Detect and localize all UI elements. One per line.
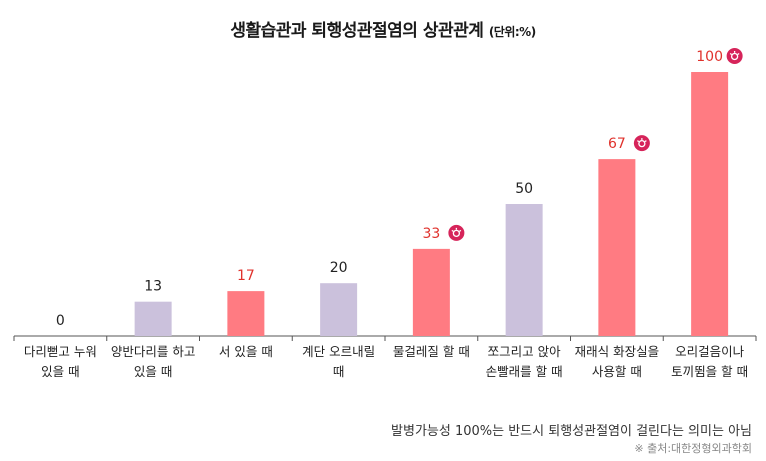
x-tick-label: 양반다리를 하고: [111, 344, 195, 359]
chart-title-text: 생활습관과 퇴행성관절염의 상관관계: [230, 21, 484, 41]
chart-title: 생활습관과 퇴행성관절염의 상관관계 (단위:%): [0, 16, 766, 41]
bar: [691, 72, 729, 336]
data-label: 33: [422, 226, 440, 242]
warning-marker-icon-inner: [638, 139, 646, 148]
data-label: 17: [237, 268, 255, 284]
warning-marker-icon-inner: [452, 229, 461, 238]
bar: [505, 204, 543, 336]
x-tick-label: 있을 때: [41, 364, 79, 379]
chart-unit: (단위:%): [488, 25, 536, 39]
data-label: 100: [696, 49, 723, 65]
bar: [598, 159, 636, 336]
x-tick-label: 물걸레질 할 때: [393, 344, 470, 359]
data-label: 20: [330, 260, 348, 276]
bar: [134, 301, 172, 336]
warning-marker-icon-ray: [451, 229, 454, 232]
warning-marker-icon-inner: [730, 52, 739, 61]
x-tick-label: 있을 때: [134, 364, 172, 379]
footnote: 발병가능성 100%는 반드시 퇴행성관절염이 걸린다는 의미는 아님: [391, 424, 752, 439]
x-tick-label: 토끼뜀을 할 때: [671, 364, 748, 379]
x-tick-label: 때: [333, 364, 345, 379]
data-label: 50: [515, 181, 533, 197]
bar: [320, 283, 358, 336]
data-label: 67: [608, 136, 626, 152]
x-tick-label: 재래식 화장실을: [575, 344, 659, 359]
warning-marker-icon: [726, 48, 743, 64]
warning-marker-icon: [633, 135, 650, 152]
data-label: 0: [56, 313, 65, 329]
data-label: 13: [144, 279, 162, 295]
x-tick-label: 손빨래를 할 때: [486, 364, 563, 379]
warning-marker-icon-ray: [729, 52, 732, 56]
x-tick-label: 다리뻗고 누워: [24, 344, 97, 359]
x-tick-label: 사용할 때: [592, 364, 642, 379]
warning-marker-icon-ray: [459, 229, 462, 232]
warning-marker-icon-ray: [737, 52, 740, 56]
bar: [227, 291, 265, 336]
source-note: ※ 출처:대한정형외과학회: [634, 442, 752, 455]
x-tick-label: 쪼그리고 앉아: [488, 344, 561, 359]
x-tick-label: 계단 오르내릴: [302, 344, 375, 359]
x-tick-label: 오리걸음이나: [675, 344, 745, 359]
warning-marker-icon-ray: [637, 140, 640, 143]
bar: [412, 248, 450, 336]
warning-marker-icon-ray: [644, 140, 647, 143]
x-tick-label: 서 있을 때: [219, 344, 273, 359]
warning-marker-icon: [448, 224, 465, 241]
